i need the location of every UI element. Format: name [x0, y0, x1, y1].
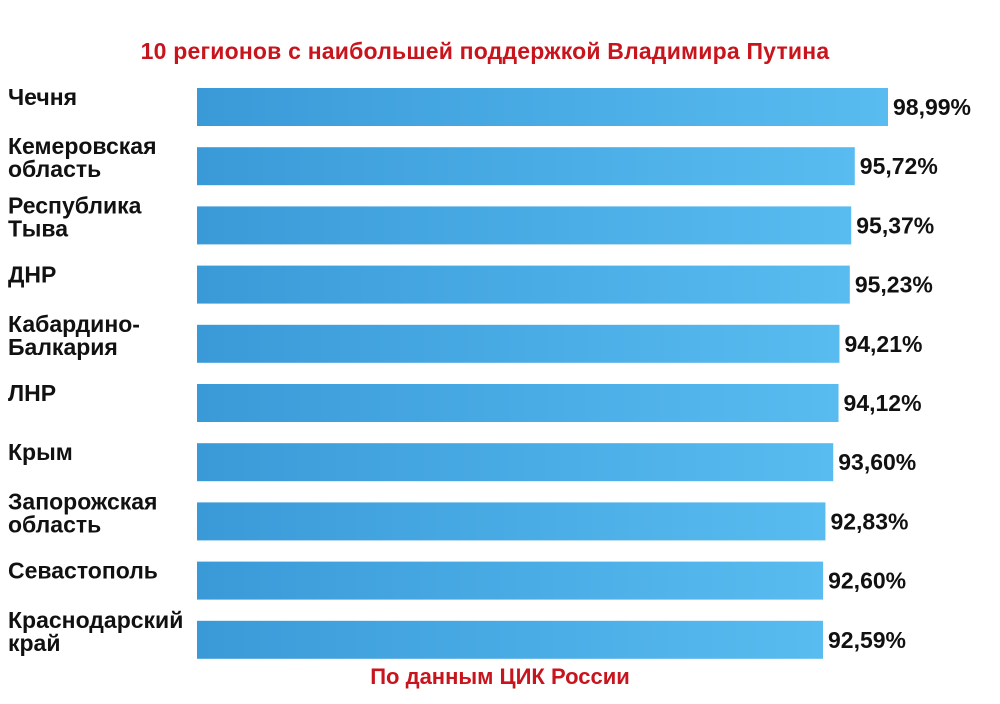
category-label: ЛНР [8, 380, 56, 406]
category-label-line: край [8, 630, 61, 656]
value-label: 95,37% [856, 212, 934, 238]
value-label: 95,72% [860, 153, 938, 179]
bar [197, 88, 888, 126]
value-label: 94,12% [844, 390, 922, 416]
category-label: ДНР [8, 262, 56, 288]
category-label: Кабардино-Балкария [8, 311, 140, 360]
value-label: 94,21% [844, 331, 922, 357]
bar [197, 620, 823, 659]
category-label-line: Краснодарский [8, 607, 183, 633]
category-label: Севастополь [8, 558, 158, 584]
category-label-line: Запорожская [8, 488, 157, 514]
chart-source: По данным ЦИК России [370, 664, 630, 689]
value-label: 93,60% [838, 449, 916, 475]
bar [197, 443, 834, 482]
bar [197, 206, 852, 245]
category-label-line: область [8, 156, 101, 182]
category-label: Запорожская область [8, 488, 157, 537]
category-label-line: Балкария [8, 334, 118, 360]
category-label-line: область [8, 511, 101, 537]
value-label: 92,83% [830, 508, 908, 534]
bar [197, 561, 824, 600]
category-label: Крым [8, 439, 73, 465]
category-label: Республика Тыва [8, 192, 142, 241]
bar [197, 265, 850, 304]
category-label: Кемеровская область [8, 133, 157, 182]
value-label: 95,23% [855, 272, 933, 298]
value-label: 98,99% [893, 94, 971, 120]
category-label-line: Тыва [8, 215, 68, 241]
value-label: 92,60% [828, 568, 906, 594]
chart-title: 10 регионов с наибольшей поддержкой Влад… [140, 38, 830, 64]
value-label: 92,59% [828, 627, 906, 653]
bar [197, 324, 840, 363]
bar [197, 502, 826, 541]
bar [197, 384, 839, 422]
category-label-line: Республика [8, 192, 142, 218]
category-label: Чечня [8, 84, 77, 110]
category-label: Краснодарский край [8, 607, 183, 656]
category-label-line: Кемеровская [8, 133, 157, 159]
category-label-line: Кабардино- [8, 311, 140, 337]
bar [197, 147, 855, 186]
